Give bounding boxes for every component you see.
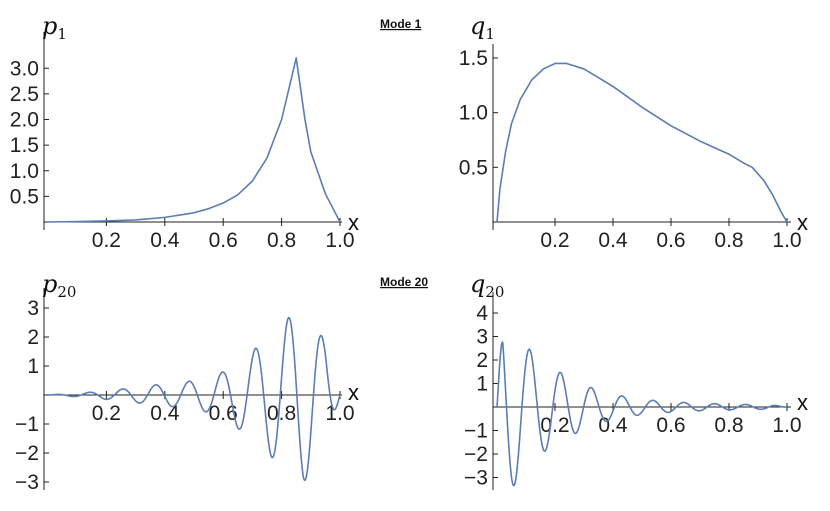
y-tick-label: 1 xyxy=(476,373,488,396)
y-tick-label: −1 xyxy=(15,413,39,436)
plot-title: p1 xyxy=(42,12,67,43)
plot-title-subscript: 1 xyxy=(57,25,67,43)
y-tick-label: 1.5 xyxy=(10,134,39,157)
series-line xyxy=(47,57,341,223)
y-tick-label: 1.0 xyxy=(459,102,488,125)
y-tick-label: 0.5 xyxy=(459,156,488,179)
x-tick-label: 1.0 xyxy=(772,414,801,437)
chart-q1: q1 x 0.2 0.4 0.6 0.8 1.0 0.5 1.0 1.5 xyxy=(459,12,808,252)
x-tick-label: 0.6 xyxy=(209,229,238,252)
y-tick-label: −3 xyxy=(464,467,488,490)
x-tick-label: 0.6 xyxy=(656,414,685,437)
y-tick-label: 1.0 xyxy=(10,160,39,183)
x-tick-label: 1.0 xyxy=(772,229,801,252)
x-tick-label: 0.2 xyxy=(540,414,569,437)
y-tick-label: 3.0 xyxy=(10,57,39,80)
x-tick-label: 0.2 xyxy=(92,229,121,252)
y-tick-label: −2 xyxy=(15,442,39,465)
x-tick-label: 0.2 xyxy=(540,229,569,252)
plot-title: q1 xyxy=(470,12,495,43)
x-tick-label: 0.8 xyxy=(714,229,743,252)
x-axis-label: x xyxy=(797,210,808,235)
x-tick-label: 0.4 xyxy=(150,229,180,252)
x-tick-label: 0.8 xyxy=(267,402,296,425)
x-tick-label: 1.0 xyxy=(325,402,354,425)
x-tick-label: 0.4 xyxy=(598,414,628,437)
series-line xyxy=(47,316,341,482)
plot-title: p20 xyxy=(42,270,76,301)
y-tick-label: 3 xyxy=(476,326,488,349)
x-axis-label: x xyxy=(348,210,359,235)
x-tick-label: 0.8 xyxy=(714,414,743,437)
y-tick-label: 1.5 xyxy=(459,47,488,70)
x-tick-label: 0.6 xyxy=(656,229,685,252)
y-tick-label: 4 xyxy=(476,302,488,325)
plot-title-subscript: 20 xyxy=(57,283,76,301)
y-tick-label: −3 xyxy=(15,471,39,494)
y-tick-label: 3 xyxy=(27,297,39,320)
y-tick-label: 1 xyxy=(27,355,39,378)
plot-title: q20 xyxy=(470,270,504,301)
series-line xyxy=(496,341,788,487)
x-tick-label: 0.4 xyxy=(150,402,180,425)
y-tick-label: −1 xyxy=(464,420,488,443)
x-tick-label: 0.6 xyxy=(209,402,238,425)
x-tick-label: 0.8 xyxy=(267,229,296,252)
x-tick-label: 0.4 xyxy=(598,229,628,252)
chart-p20: p20 x 0.2 0.4 0.6 0.8 1.0 −3 −2 −1 1 2 3 xyxy=(15,270,359,494)
mode-20-label: Mode 20 xyxy=(380,275,428,289)
x-tick-label: 0.2 xyxy=(92,402,121,425)
y-tick-label: 2.5 xyxy=(10,83,39,106)
series-line xyxy=(496,62,788,223)
y-tick-label: 2 xyxy=(27,326,39,349)
y-tick-label: 2.0 xyxy=(10,109,39,132)
y-tick-label: −2 xyxy=(464,443,488,466)
y-tick-label: 2 xyxy=(476,349,488,372)
mode-1-label: Mode 1 xyxy=(380,17,422,31)
x-axis-label: x xyxy=(797,390,808,415)
plot-title-subscript: 1 xyxy=(485,25,495,43)
x-tick-label: 1.0 xyxy=(325,229,354,252)
plot-title-subscript: 20 xyxy=(485,283,504,301)
x-axis-label: x xyxy=(348,380,359,405)
y-tick-label: 0.5 xyxy=(10,185,39,208)
